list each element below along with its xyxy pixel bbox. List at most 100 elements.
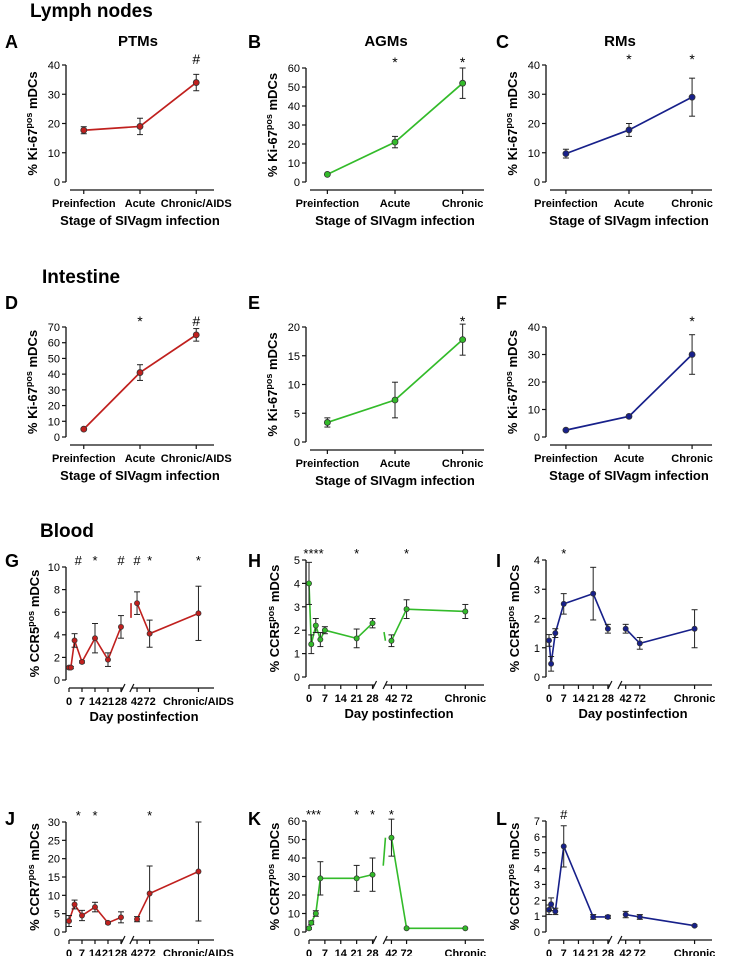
significance-marker: ****	[303, 546, 323, 561]
x-tick-label: 28	[115, 696, 127, 708]
y-tick-label: 60	[48, 338, 60, 350]
y-tick-label: 30	[528, 350, 540, 362]
data-point	[562, 150, 570, 158]
y-axis-title: % Ki-67pos mDCs	[24, 71, 40, 175]
series-line	[548, 843, 608, 918]
chart-panel-C: 0 10 20 30 40 Preinfection Acute * Chronic * Stage…	[504, 51, 713, 228]
data-point	[403, 606, 410, 613]
data-point	[688, 351, 696, 358]
y-tick-label: 50	[288, 835, 300, 847]
data-point	[604, 625, 611, 632]
y-tick-label: 8	[54, 585, 60, 597]
y-tick-label: 0	[534, 432, 540, 444]
x-tick-label: Chronic	[674, 948, 716, 956]
axis-break-mark	[129, 683, 135, 693]
x-tick-label: Acute	[125, 198, 156, 210]
y-tick-label: 1	[294, 649, 300, 661]
y-tick-label: 20	[288, 139, 300, 151]
y-tick-label: 20	[48, 401, 60, 413]
data-point	[92, 904, 98, 911]
y-tick-label: 3	[294, 602, 300, 614]
axis-break-mark	[371, 935, 378, 945]
data-point	[636, 640, 643, 647]
y-tick-label: 5	[54, 909, 60, 921]
y-tick-label: 0	[294, 927, 300, 939]
x-tick-label: 72	[400, 948, 412, 956]
data-point	[192, 331, 200, 339]
data-point	[134, 600, 140, 607]
data-point	[391, 396, 399, 404]
series-line	[136, 602, 199, 635]
column-title-ptms: PTMs	[118, 33, 158, 50]
data-point	[321, 627, 328, 634]
y-tick-label: 15	[288, 351, 300, 363]
x-tick-label: Acute	[614, 198, 645, 210]
x-tick-label: 14	[572, 693, 585, 705]
data-point	[691, 922, 698, 929]
column-title-rms: RMs	[604, 33, 636, 50]
y-tick-label: 0	[294, 672, 300, 684]
x-tick-label: 0	[66, 948, 72, 956]
y-tick-label: 10	[48, 890, 60, 902]
x-tick-label: 42	[131, 948, 143, 956]
x-tick-label: 0	[306, 693, 312, 705]
data-point	[66, 918, 72, 924]
panel-letter-E: E	[248, 293, 260, 313]
section-title-blood: Blood	[40, 521, 94, 542]
x-tick-label: 14	[335, 948, 348, 956]
data-point	[562, 426, 570, 434]
x-tick-label: Chronic	[671, 453, 713, 465]
y-tick-label: 0	[534, 927, 540, 939]
data-point	[560, 843, 567, 850]
chart-panel-J: 051015202530071421284272Chronic/AIDSDay …	[26, 808, 234, 956]
y-tick-label: 0	[294, 437, 300, 449]
data-point	[312, 910, 319, 917]
data-point	[462, 925, 469, 932]
panel-letter-J: J	[5, 809, 15, 829]
series-connector	[381, 837, 387, 875]
x-axis-title: Stage of SIVagm infection	[315, 473, 475, 488]
x-tick-label: 42	[620, 693, 632, 705]
y-tick-label: 0	[54, 927, 60, 939]
x-tick-label: Preinfection	[52, 198, 116, 210]
x-tick-label: 14	[89, 696, 102, 708]
data-point	[146, 630, 153, 637]
x-tick-label: Preinfection	[534, 198, 598, 210]
y-tick-label: 60	[288, 63, 300, 75]
x-tick-label: 0	[546, 693, 552, 705]
x-tick-label: 14	[572, 948, 585, 956]
y-tick-label: 2	[54, 652, 60, 664]
y-tick-label: 10	[528, 405, 540, 417]
data-point	[388, 637, 395, 644]
data-point	[353, 875, 360, 882]
series-line	[326, 82, 464, 176]
y-tick-label: 15	[48, 872, 60, 884]
data-point	[622, 625, 629, 632]
data-point	[195, 610, 202, 617]
significance-marker: *	[196, 553, 201, 568]
data-point	[459, 79, 467, 87]
x-tick-label: Chronic	[674, 693, 716, 705]
panel-letter-D: D	[5, 293, 18, 313]
x-axis-title: Stage of SIVagm infection	[549, 213, 709, 228]
y-tick-label: 40	[288, 101, 300, 113]
panel-letter-F: F	[496, 293, 507, 313]
y-axis-title: % Ki-67pos mDCs	[504, 330, 520, 434]
y-tick-label: 3	[534, 879, 540, 891]
data-point	[136, 123, 144, 130]
x-tick-label: Preinfection	[296, 458, 360, 470]
x-tick-label: 0	[306, 948, 312, 956]
data-point	[688, 93, 696, 101]
x-axis-title: Day postinfection	[89, 709, 198, 724]
y-tick-label: 40	[288, 853, 300, 865]
significance-marker: *	[147, 808, 152, 823]
x-tick-label: 7	[79, 696, 85, 708]
x-axis-title: Stage of SIVagm infection	[60, 213, 220, 228]
y-tick-label: 20	[528, 377, 540, 389]
series-line	[390, 837, 466, 930]
data-point	[80, 126, 88, 134]
y-tick-label: 30	[288, 120, 300, 132]
x-tick-label: 21	[587, 693, 599, 705]
significance-marker: *	[561, 546, 566, 561]
